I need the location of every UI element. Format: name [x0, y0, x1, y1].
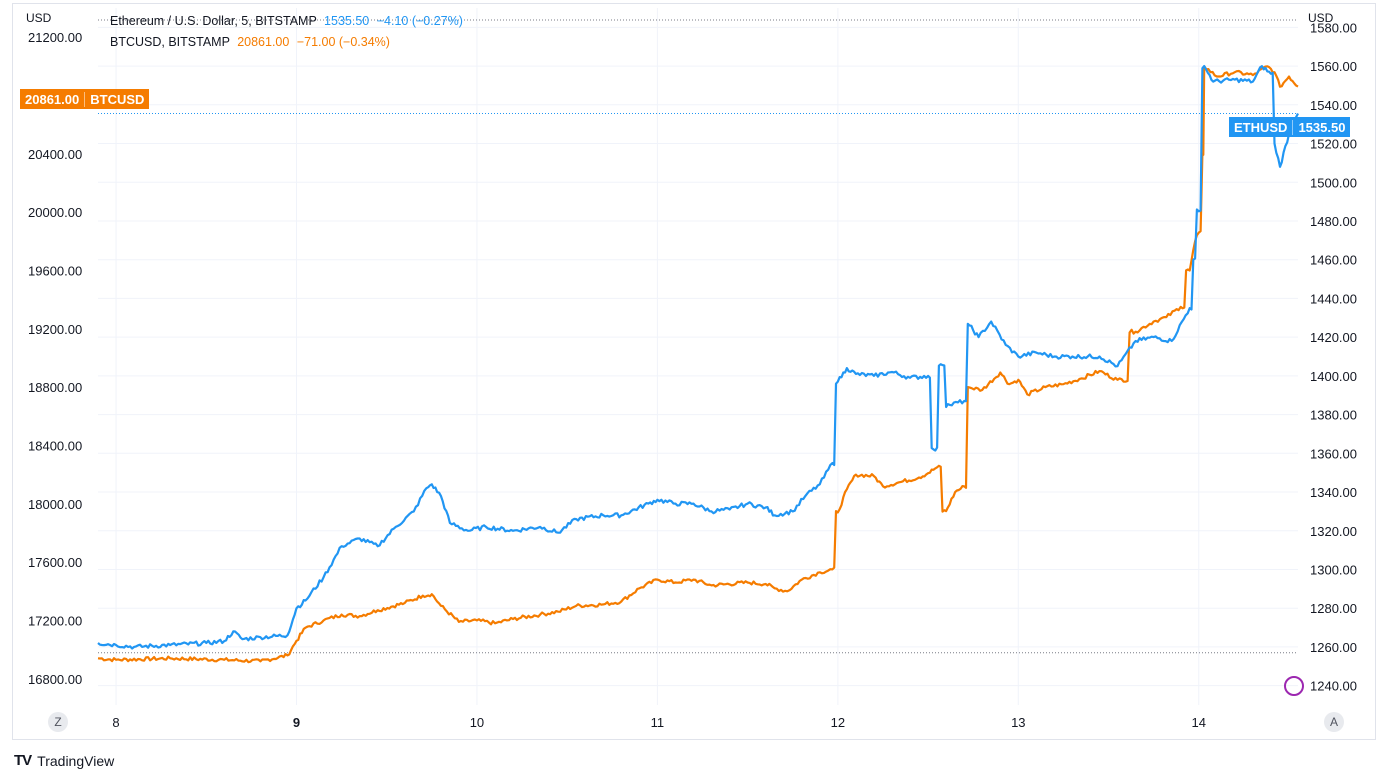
x-tick-label: 9	[293, 715, 300, 730]
left-price-axis: 16800.00 17200.00 17600.00 18000.00 18400.00…	[28, 30, 82, 687]
left-tick-label: 21200.00	[28, 30, 82, 45]
left-tick-label: 20400.00	[28, 147, 82, 162]
series-line	[97, 65, 1299, 664]
legend-btc-change: −71.00 (−0.34%)	[296, 35, 390, 49]
grid	[98, 8, 1298, 705]
right-tick-label: 1320.00	[1310, 524, 1357, 539]
right-tick-label: 1260.00	[1310, 640, 1357, 655]
right-tick-label: 1280.00	[1310, 601, 1357, 616]
legend-btc-value: 20861.00	[237, 35, 290, 49]
right-tick-label: 1300.00	[1310, 562, 1357, 577]
right-tick-label: 1340.00	[1310, 485, 1357, 500]
right-axis-unit: USD	[1308, 11, 1334, 25]
left-tick-label: 19600.00	[28, 263, 82, 278]
right-tick-label: 1460.00	[1310, 253, 1357, 268]
btc-price-tag: 20861.00 BTCUSD	[20, 89, 150, 109]
tradingview-logo[interactable]: TV TradingView	[14, 752, 114, 769]
right-tick-label: 1380.00	[1310, 408, 1357, 423]
eth-price-tag-value: 1535.50	[1292, 119, 1350, 135]
left-tick-label: 18400.00	[28, 438, 82, 453]
right-tick-label: 1480.00	[1310, 214, 1357, 229]
legend-eth-name: Ethereum / U.S. Dollar, 5, BITSTAMP	[110, 14, 317, 28]
right-tick-label: 1540.00	[1310, 98, 1357, 113]
right-tick-label: 1360.00	[1310, 446, 1357, 461]
right-tick-label: 1400.00	[1310, 369, 1357, 384]
left-tick-label: 18800.00	[28, 380, 82, 395]
btc-price-tag-value: 20861.00	[25, 91, 80, 107]
right-tick-label: 1520.00	[1310, 137, 1357, 152]
x-tick-label: 13	[1011, 715, 1025, 730]
left-tick-label: 19200.00	[28, 322, 82, 337]
left-tick-label: 18000.00	[28, 497, 82, 512]
last-price-lines	[98, 19, 1298, 654]
series-lines	[97, 65, 1299, 664]
left-tick-label: 20000.00	[28, 205, 82, 220]
right-tick-label: 1240.00	[1310, 679, 1357, 694]
chart-frame	[12, 3, 1376, 740]
legend-btc-name: BTCUSD, BITSTAMP	[110, 35, 230, 49]
legend-eth-value: 1535.50	[324, 14, 370, 28]
x-tick-label: 12	[831, 715, 845, 730]
series-line	[97, 65, 1299, 650]
left-tick-label: 17600.00	[28, 555, 82, 570]
right-tick-label: 1560.00	[1310, 59, 1357, 74]
x-tick-label: 8	[112, 715, 119, 730]
eth-price-tag-label: ETHUSD	[1234, 119, 1288, 135]
x-tick-label: 14	[1192, 715, 1206, 730]
left-axis-unit: USD	[26, 11, 52, 25]
time-axis: 8 9 10 11 12 13 14	[112, 715, 1206, 730]
eth-price-tag: ETHUSD 1535.50	[1229, 117, 1351, 137]
timezone-button[interactable]: Z	[48, 712, 68, 732]
legend-eth-change: −4.10 (−0.27%)	[376, 14, 463, 28]
tradingview-mark-icon: TV	[14, 752, 32, 769]
x-tick-label: 11	[651, 715, 665, 730]
right-tick-label: 1440.00	[1310, 291, 1357, 306]
x-tick-label: 10	[470, 715, 484, 730]
right-tick-label: 1580.00	[1310, 20, 1357, 35]
btc-price-tag-label: BTCUSD	[84, 91, 149, 107]
replay-icon[interactable]	[1284, 676, 1304, 696]
auto-scale-button[interactable]: A	[1324, 712, 1344, 732]
brand-name: TradingView	[37, 752, 115, 769]
left-tick-label: 16800.00	[28, 672, 82, 687]
legend-eth[interactable]: Ethereum / U.S. Dollar, 5, BITSTAMP 1535…	[110, 14, 463, 28]
right-price-axis: 1240.00 1260.00 1280.00 1300.00 1320.00 1340.…	[1310, 20, 1357, 693]
right-tick-label: 1500.00	[1310, 175, 1357, 190]
left-tick-label: 17200.00	[28, 613, 82, 628]
right-tick-label: 1420.00	[1310, 330, 1357, 345]
legend-btc[interactable]: BTCUSD, BITSTAMP 20861.00 −71.00 (−0.34%…	[110, 35, 390, 49]
